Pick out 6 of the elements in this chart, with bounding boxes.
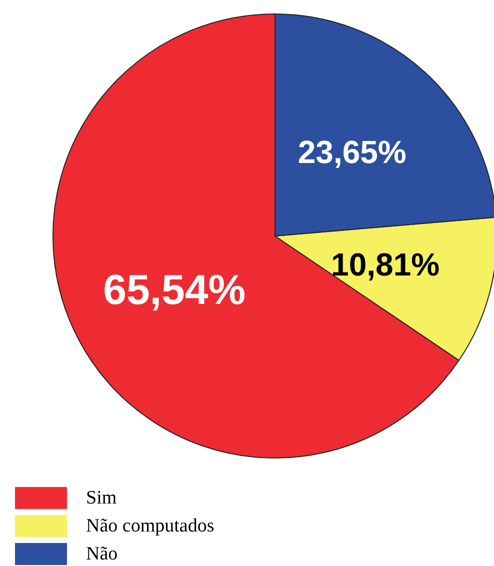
data-label: 65,54%	[103, 266, 246, 313]
legend-label: Não computados	[86, 516, 214, 536]
data-label: 10,81%	[331, 246, 440, 283]
data-label: 23,65%	[298, 134, 406, 170]
legend-label: Sim	[86, 488, 117, 508]
legend-label: Não	[86, 544, 118, 564]
